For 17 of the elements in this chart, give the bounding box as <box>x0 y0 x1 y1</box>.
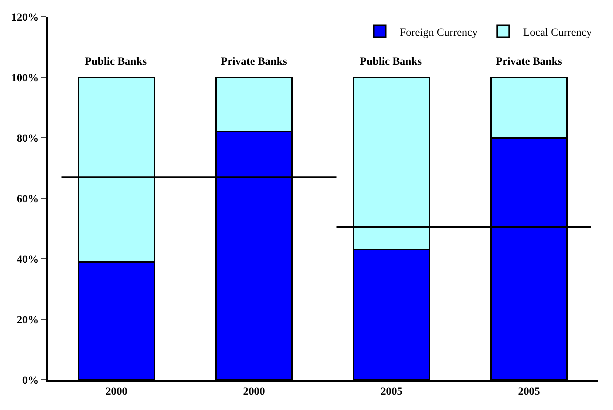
annotation: Private Banks <box>496 56 564 68</box>
annotation: Public Banks <box>360 56 423 68</box>
y-tick-label: 20% <box>17 314 40 326</box>
x-tick-label: 2000 <box>243 386 266 398</box>
y-tick-label: 100% <box>12 72 40 84</box>
x-tick-label: 2005 <box>518 386 541 398</box>
legend-label: Local Currency <box>523 26 593 39</box>
y-tick-label: 40% <box>17 254 40 266</box>
annotation: Public Banks <box>85 56 148 68</box>
legend-label: Foreign Currency <box>400 26 478 39</box>
y-tick-label: 0% <box>22 374 40 387</box>
x-tick-label: 2005 <box>380 386 404 398</box>
x-tick-label: 2000 <box>106 386 128 398</box>
annotation: Private Banks <box>221 56 288 68</box>
y-tick-label: 80% <box>17 132 40 145</box>
y-tick-label: 60% <box>17 193 40 206</box>
y-tick-label: 120% <box>12 12 40 24</box>
